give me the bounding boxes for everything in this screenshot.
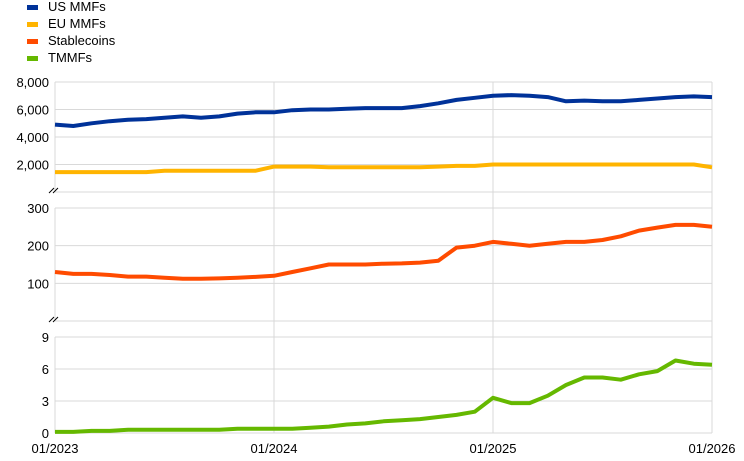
y-tick-label: 3 <box>42 394 49 409</box>
legend-swatch-0 <box>27 5 38 10</box>
y-tick-label: 8,000 <box>16 75 49 90</box>
y-tick-label: 200 <box>27 239 49 254</box>
legend-label-0: US MMFs <box>48 0 106 14</box>
y-tick-label: 9 <box>42 330 49 345</box>
axis-break-mark <box>48 187 55 194</box>
y-tick-label: 300 <box>27 201 49 216</box>
legend-swatch-1 <box>27 22 38 27</box>
series-line-tmmfs <box>55 358 713 434</box>
legend-swatch-2 <box>27 39 38 44</box>
legend-label-2: Stablecoins <box>48 33 116 48</box>
x-tick-label: 01/2026 <box>689 441 736 456</box>
axis-break-mark <box>52 187 59 194</box>
x-tick-label: 01/2025 <box>470 441 517 456</box>
y-tick-label: 100 <box>27 276 49 291</box>
x-tick-label: 01/2024 <box>251 441 298 456</box>
y-tick-label: 6,000 <box>16 103 49 118</box>
y-tick-label: 0 <box>42 426 49 441</box>
axis-break-mark <box>52 316 59 323</box>
axis-break-mark <box>48 316 55 323</box>
y-tick-label: 4,000 <box>16 130 49 145</box>
legend-label-3: TMMFs <box>48 50 93 65</box>
series-line-eu-mmfs <box>55 162 713 175</box>
series-line-us-mmfs <box>54 93 713 128</box>
series-line-stablecoins <box>54 222 713 281</box>
y-tick-label: 6 <box>42 362 49 377</box>
x-tick-label: 01/2023 <box>32 441 79 456</box>
y-tick-label: 2,000 <box>16 158 49 173</box>
legend-label-1: EU MMFs <box>48 16 106 31</box>
legend-swatch-3 <box>27 56 38 61</box>
